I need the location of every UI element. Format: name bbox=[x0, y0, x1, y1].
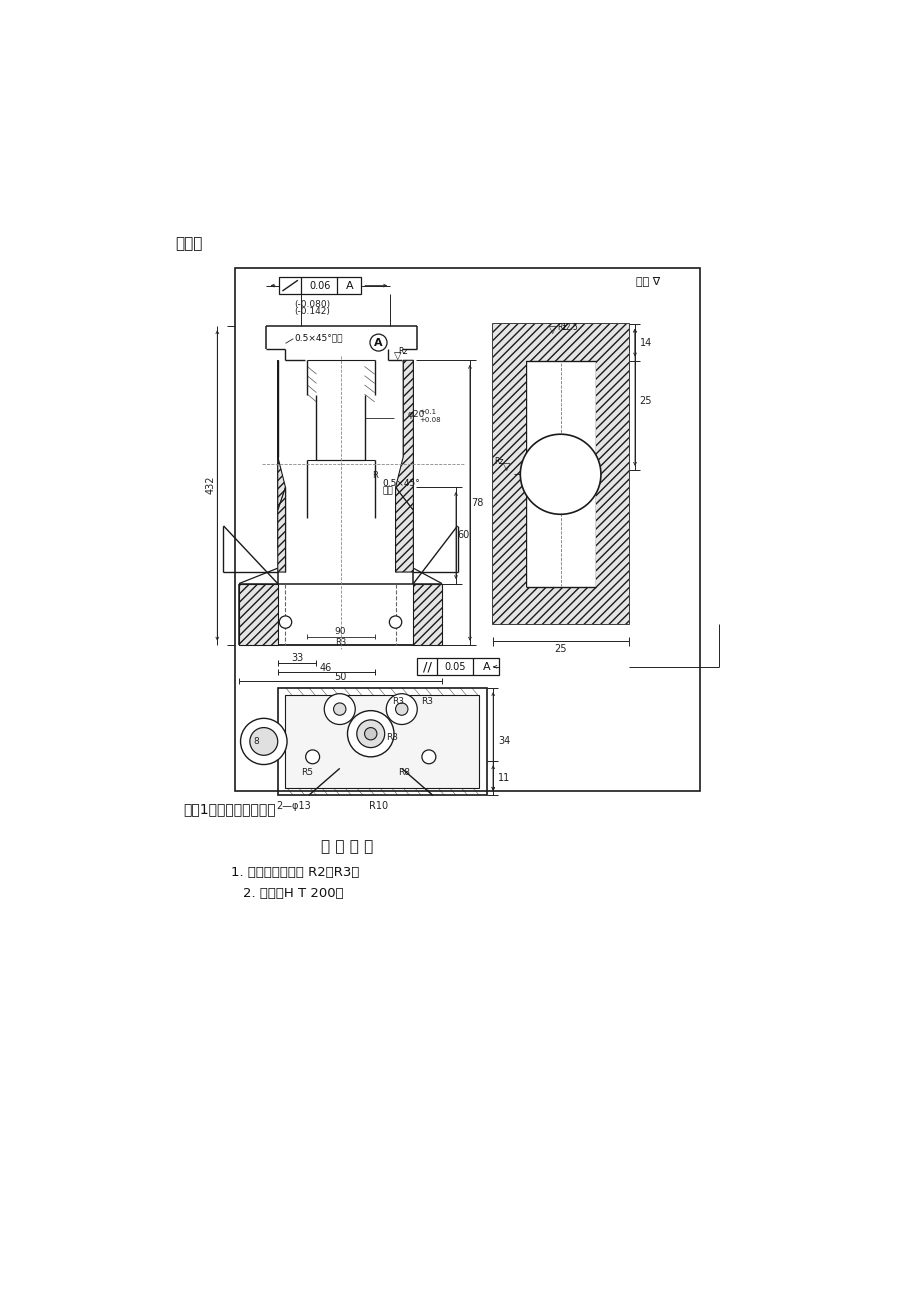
Text: 零件图: 零件图 bbox=[176, 236, 202, 251]
Text: A: A bbox=[374, 337, 382, 348]
Polygon shape bbox=[395, 487, 413, 572]
Text: 附图1：气门摇杆轴支座: 附图1：气门摇杆轴支座 bbox=[183, 802, 276, 816]
Circle shape bbox=[389, 616, 402, 629]
Text: R3: R3 bbox=[386, 733, 398, 742]
Bar bbox=[525, 324, 596, 361]
Text: R3: R3 bbox=[421, 697, 433, 706]
Text: 14: 14 bbox=[639, 337, 652, 348]
Text: Rz: Rz bbox=[557, 323, 566, 332]
Text: 0.5×45°两端: 0.5×45°两端 bbox=[294, 333, 343, 342]
Circle shape bbox=[364, 728, 377, 740]
Circle shape bbox=[323, 694, 355, 724]
Bar bbox=[525, 587, 596, 625]
Circle shape bbox=[369, 335, 387, 352]
Text: Rz: Rz bbox=[494, 457, 503, 466]
Text: 78: 78 bbox=[471, 497, 483, 508]
Text: (-0.142): (-0.142) bbox=[294, 307, 330, 316]
Text: 34: 34 bbox=[497, 737, 510, 746]
Text: R8: R8 bbox=[397, 768, 410, 777]
Text: 2—φ13: 2—φ13 bbox=[276, 801, 311, 811]
Text: ▽: ▽ bbox=[502, 461, 509, 471]
Text: ▽: ▽ bbox=[549, 326, 556, 335]
Circle shape bbox=[395, 703, 407, 715]
Text: ▽: ▽ bbox=[393, 350, 402, 361]
Bar bbox=[285, 695, 479, 788]
Text: 50: 50 bbox=[334, 672, 346, 682]
Text: 46: 46 bbox=[319, 663, 332, 673]
Circle shape bbox=[334, 703, 346, 715]
Text: A: A bbox=[482, 661, 490, 672]
Text: 33: 33 bbox=[290, 654, 303, 663]
Circle shape bbox=[422, 750, 436, 764]
Text: 90: 90 bbox=[335, 626, 346, 635]
Text: 两端: 两端 bbox=[382, 487, 392, 496]
Bar bbox=[235, 268, 699, 792]
Polygon shape bbox=[239, 583, 278, 646]
Text: 0.5×45°: 0.5×45° bbox=[382, 479, 420, 488]
Text: R3: R3 bbox=[335, 638, 346, 647]
Text: 432: 432 bbox=[205, 475, 215, 495]
Text: R5: R5 bbox=[301, 768, 312, 777]
Text: 25: 25 bbox=[554, 644, 566, 654]
Text: A: A bbox=[346, 281, 353, 290]
Circle shape bbox=[347, 711, 393, 756]
Text: 1. 未注明铸造圆角 R2～R3；: 1. 未注明铸造圆角 R2～R3； bbox=[231, 866, 359, 879]
Text: R3: R3 bbox=[392, 697, 404, 706]
Bar bbox=[279, 277, 360, 294]
Bar bbox=[596, 324, 629, 625]
Text: 其余 ∇: 其余 ∇ bbox=[635, 277, 659, 286]
Text: (-0.080): (-0.080) bbox=[294, 299, 330, 309]
Text: R10: R10 bbox=[369, 801, 388, 811]
Circle shape bbox=[386, 694, 417, 724]
Text: 60: 60 bbox=[457, 530, 470, 540]
Circle shape bbox=[520, 434, 600, 514]
Bar bbox=[493, 324, 629, 625]
Text: R: R bbox=[372, 471, 378, 480]
Circle shape bbox=[240, 719, 287, 764]
Bar bbox=[278, 687, 486, 796]
Text: 12.5: 12.5 bbox=[561, 323, 578, 332]
Circle shape bbox=[250, 728, 278, 755]
Polygon shape bbox=[413, 583, 441, 646]
Polygon shape bbox=[278, 487, 285, 572]
Bar bbox=[417, 659, 498, 676]
Text: Rz: Rz bbox=[398, 346, 408, 355]
Text: 技 术 要 求: 技 术 要 求 bbox=[321, 838, 373, 854]
Text: +0.1: +0.1 bbox=[419, 409, 437, 415]
Polygon shape bbox=[395, 361, 413, 510]
Text: 2. 材料：H T 200。: 2. 材料：H T 200。 bbox=[243, 888, 343, 901]
Text: //: // bbox=[423, 660, 431, 673]
Text: 0.06: 0.06 bbox=[309, 281, 330, 290]
Polygon shape bbox=[278, 361, 285, 510]
Bar bbox=[493, 324, 525, 625]
Text: 0.05: 0.05 bbox=[444, 661, 465, 672]
Text: 8: 8 bbox=[253, 737, 258, 746]
Text: φ20: φ20 bbox=[407, 410, 425, 419]
Circle shape bbox=[279, 616, 291, 629]
Circle shape bbox=[305, 750, 319, 764]
Text: +0.08: +0.08 bbox=[419, 417, 441, 423]
Text: 11: 11 bbox=[497, 773, 510, 784]
Text: 25: 25 bbox=[639, 396, 652, 406]
Circle shape bbox=[357, 720, 384, 747]
